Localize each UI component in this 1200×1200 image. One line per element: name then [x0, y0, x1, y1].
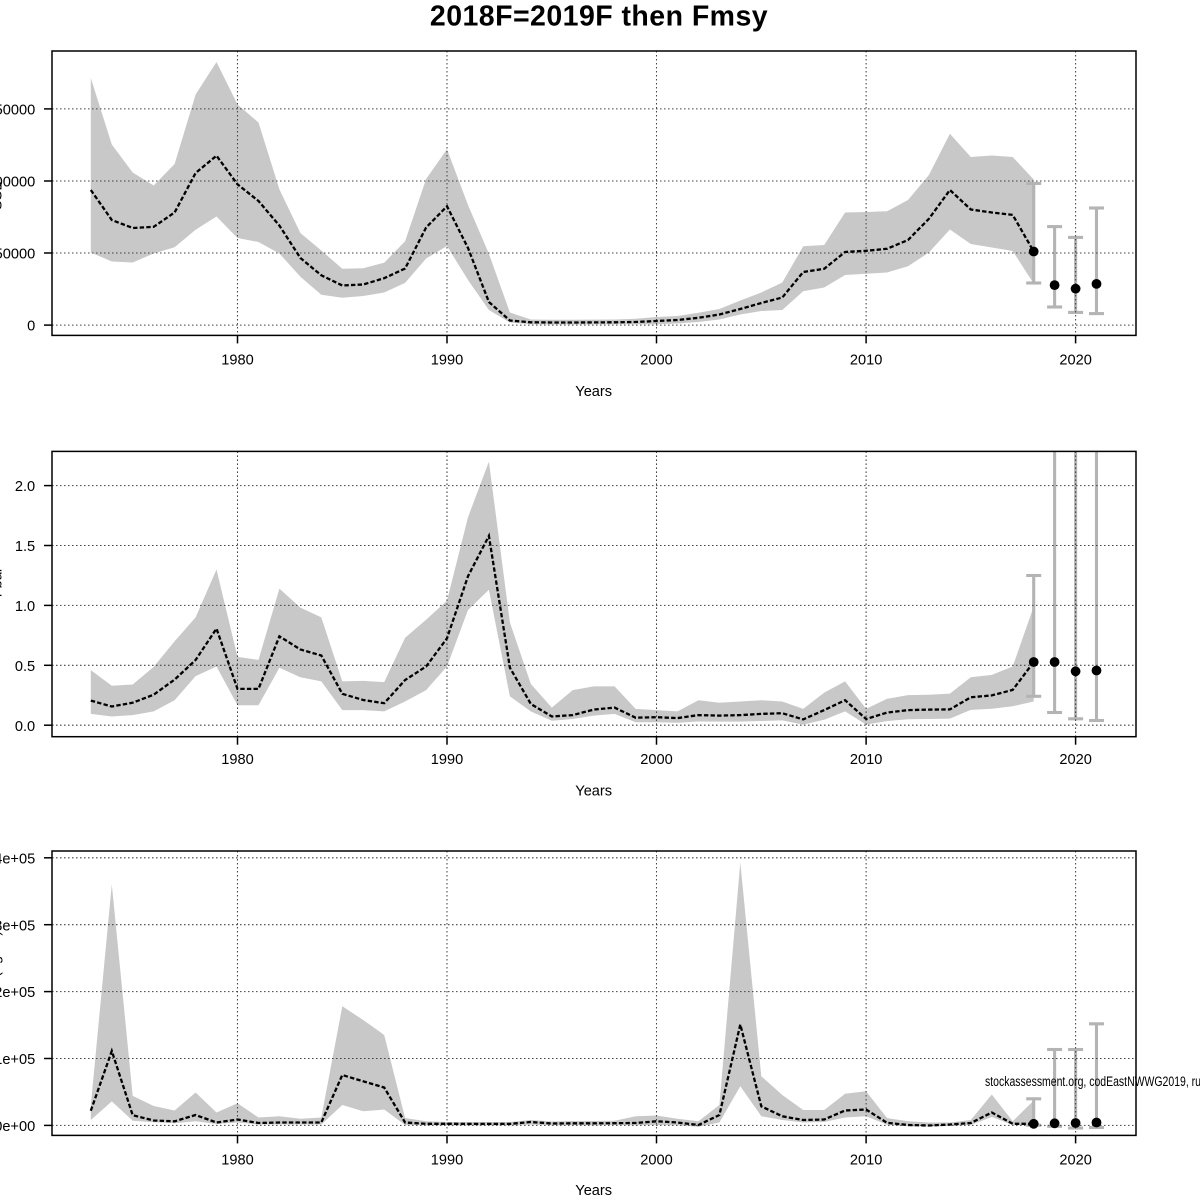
- svg-text:2000: 2000: [640, 752, 672, 768]
- svg-text:2010: 2010: [850, 1152, 882, 1168]
- svg-text:3e+05: 3e+05: [0, 918, 35, 934]
- svg-text:100000: 100000: [0, 175, 35, 191]
- svg-text:1.0: 1.0: [15, 599, 35, 615]
- svg-text:2018F=2019F then Fmsy: 2018F=2019F then Fmsy: [430, 1, 768, 33]
- svg-text:2000: 2000: [640, 1152, 672, 1168]
- svg-text:1980: 1980: [221, 752, 253, 768]
- svg-text:Fbar: Fbar: [0, 567, 6, 597]
- svg-text:2000: 2000: [640, 352, 672, 368]
- svg-text:Years: Years: [575, 1183, 612, 1199]
- svg-text:SSB: SSB: [0, 181, 6, 210]
- svg-text:Years: Years: [575, 784, 612, 800]
- svg-text:2.0: 2.0: [15, 479, 35, 495]
- svg-text:0.0: 0.0: [15, 719, 35, 735]
- svg-text:50000: 50000: [0, 247, 35, 263]
- svg-text:0: 0: [27, 319, 35, 335]
- svg-text:2020: 2020: [1059, 1152, 1091, 1168]
- svg-text:1990: 1990: [431, 352, 463, 368]
- svg-text:2010: 2010: [850, 752, 882, 768]
- svg-text:1e+05: 1e+05: [0, 1052, 35, 1068]
- svg-text:stockassessment.org, codEastNW: stockassessment.org, codEastNWWG2019, ru: [985, 1074, 1200, 1089]
- svg-text:0.5: 0.5: [15, 659, 35, 675]
- svg-text:1980: 1980: [221, 352, 253, 368]
- svg-text:1980: 1980: [221, 1152, 253, 1168]
- svg-text:2020: 2020: [1059, 752, 1091, 768]
- svg-text:0e+00: 0e+00: [0, 1119, 35, 1135]
- svg-text:Recruitment(age 2): Recruitment(age 2): [0, 931, 4, 1056]
- svg-text:4e+05: 4e+05: [0, 851, 35, 867]
- svg-text:2e+05: 2e+05: [0, 985, 35, 1001]
- svg-text:150000: 150000: [0, 103, 35, 119]
- svg-text:Years: Years: [575, 384, 612, 400]
- svg-text:1.5: 1.5: [15, 539, 35, 555]
- svg-text:1990: 1990: [431, 1152, 463, 1168]
- svg-text:2010: 2010: [850, 352, 882, 368]
- svg-text:2020: 2020: [1059, 352, 1091, 368]
- svg-text:1990: 1990: [431, 752, 463, 768]
